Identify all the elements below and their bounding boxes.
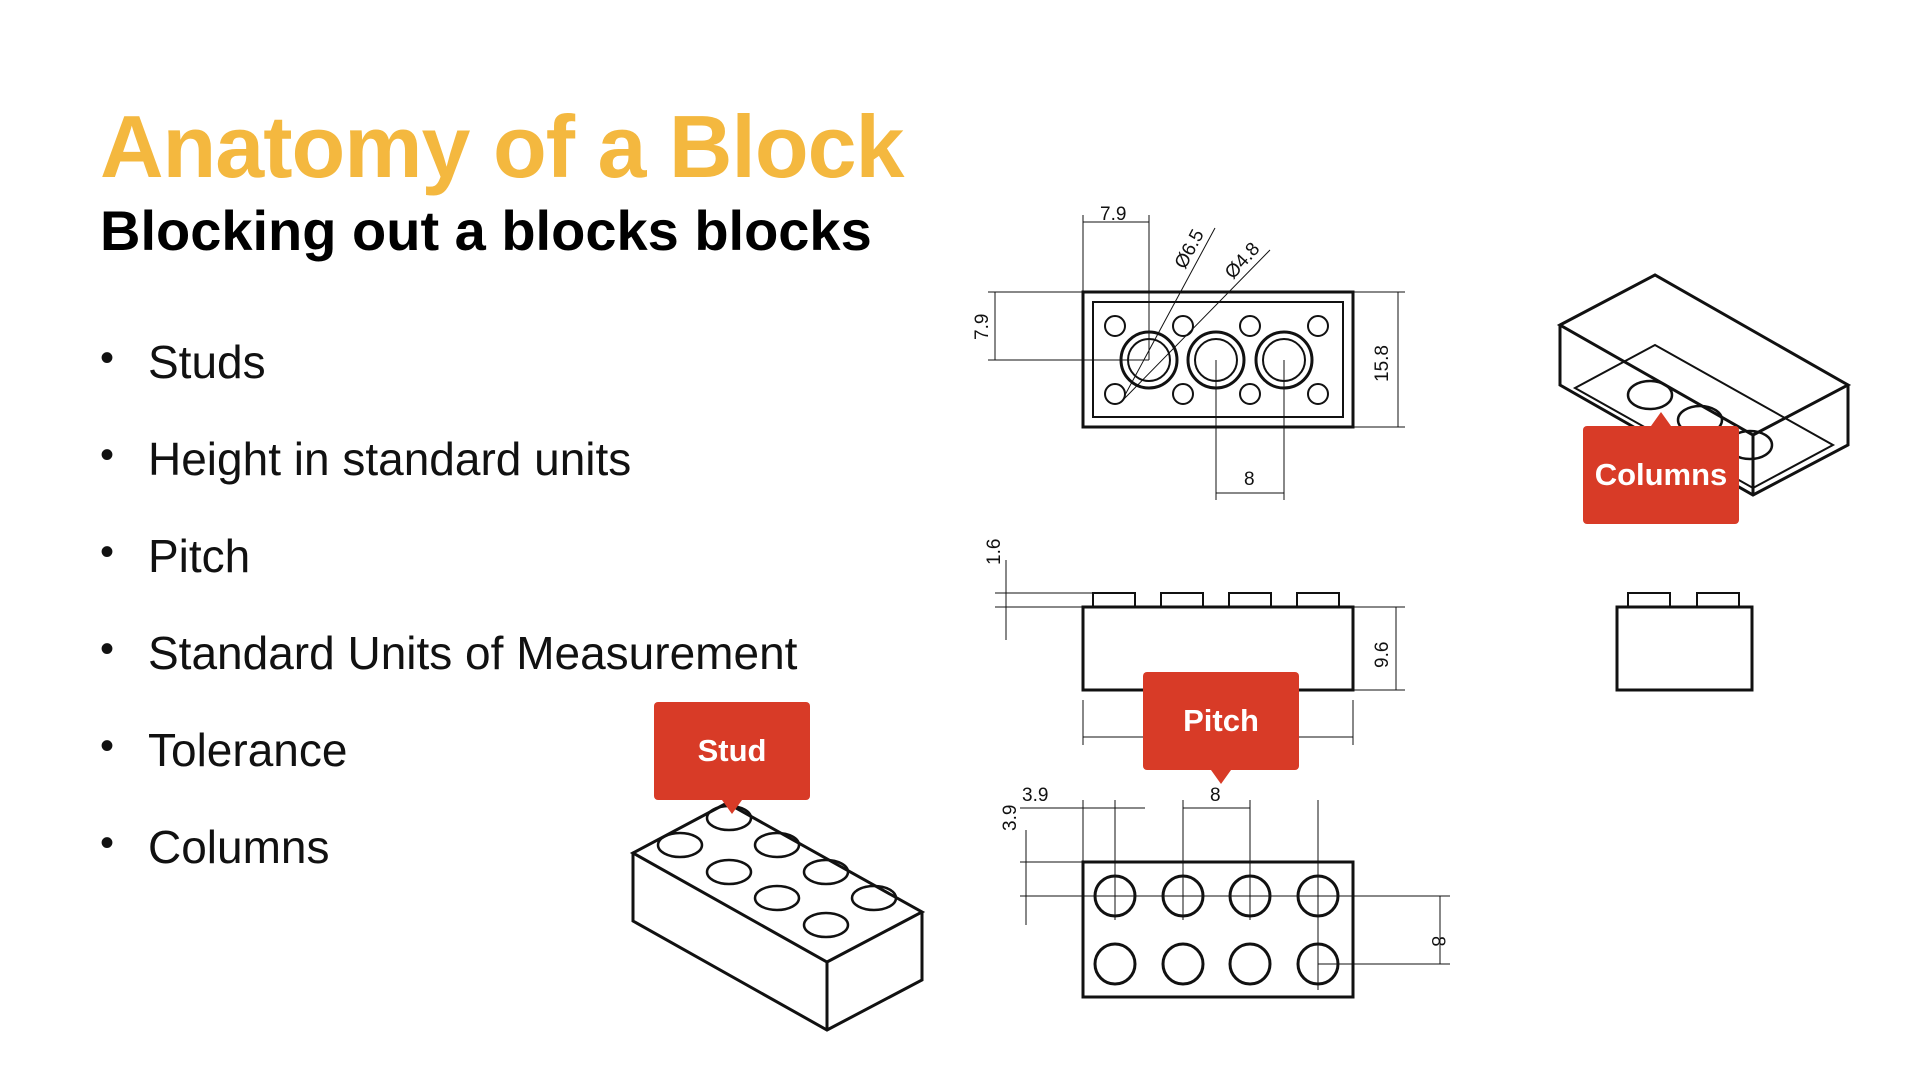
- bullet-icon: •: [100, 336, 115, 380]
- top-view-drawing: [988, 215, 1405, 500]
- bullet-item: • Columns: [100, 820, 797, 917]
- dim-brick-height: 9.6: [1372, 642, 1393, 668]
- dim-bottom-offset-y: 3.9: [1000, 805, 1021, 831]
- bullet-text: Height in standard units: [148, 433, 632, 485]
- front-view-drawing: [995, 560, 1405, 745]
- dim-bottom-pitch-y: 8: [1427, 936, 1448, 947]
- iso-underside-drawing: [1556, 273, 1852, 497]
- bullet-text: Standard Units of Measurement: [148, 627, 798, 679]
- bullet-list: • Studs • Height in standard units • Pitch …: [100, 335, 797, 917]
- dimension-labels: 7.9 7.9 Ø6.5 Ø4.8 15.8 8 1.6 9.6 3.9 3.9…: [972, 204, 1448, 947]
- columns-callout: Columns: [1583, 412, 1739, 524]
- bullet-icon: •: [100, 724, 115, 768]
- bullet-icon: •: [100, 433, 115, 477]
- bullet-item: • Standard Units of Measurement: [100, 626, 797, 723]
- side-view-drawing: [1615, 592, 1754, 692]
- bullet-icon: •: [100, 821, 115, 865]
- stud-callout: Stud: [654, 702, 810, 814]
- bullet-icon: •: [100, 627, 115, 671]
- bullet-icon: •: [100, 530, 115, 574]
- dim-bottom-offset-x: 3.9: [1022, 785, 1048, 806]
- pitch-callout: Pitch: [1143, 672, 1299, 784]
- bullet-item: • Studs: [100, 335, 797, 432]
- bullet-text: Tolerance: [148, 724, 348, 776]
- bullet-text: Columns: [148, 821, 330, 873]
- bullet-text: Studs: [148, 336, 266, 388]
- dim-top-side-offset: 7.9: [972, 314, 993, 340]
- slide-title: Anatomy of a Block: [100, 97, 904, 196]
- dim-bottom-pitch-x: 8: [1210, 785, 1221, 806]
- dim-hole-pitch: 8: [1244, 469, 1255, 490]
- bullet-item: • Tolerance: [100, 723, 797, 820]
- dim-hole-diameter: Ø4.8: [1221, 239, 1264, 284]
- slide-subtitle: Blocking out a blocks blocks: [100, 199, 872, 262]
- bullet-item: • Pitch: [100, 529, 797, 626]
- dim-top-left-offset: 7.9: [1100, 204, 1126, 225]
- bullet-item: • Height in standard units: [100, 432, 797, 529]
- stud-view-drawing: [1020, 800, 1450, 999]
- iso-brick-drawing: [629, 801, 926, 1032]
- dim-stud-height: 1.6: [984, 539, 1005, 565]
- dim-depth: 15.8: [1372, 345, 1393, 382]
- bullet-text: Pitch: [148, 530, 251, 582]
